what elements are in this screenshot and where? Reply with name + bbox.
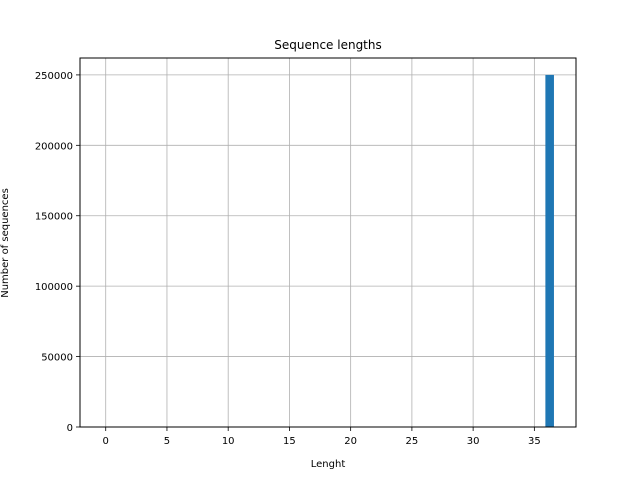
y-tick-label: 200000 — [35, 141, 73, 152]
x-tick-label: 0 — [103, 436, 109, 447]
x-tick-label: 15 — [283, 436, 296, 447]
y-tick-label: 150000 — [35, 212, 73, 223]
x-tick-label: 20 — [344, 436, 357, 447]
chart-title: Sequence lengths — [274, 38, 382, 52]
x-tick-label: 35 — [528, 436, 541, 447]
y-axis-ticks: 0 50000 100000 150000 200000 250000 — [35, 71, 80, 434]
y-tick-label: 100000 — [35, 282, 73, 293]
y-axis-label: Number of sequences — [0, 188, 11, 298]
x-axis-label: Lenght — [311, 459, 346, 470]
x-tick-label: 25 — [406, 436, 419, 447]
x-axis-ticks: 0 5 10 15 20 25 30 35 — [103, 427, 541, 447]
grid-lines — [80, 58, 576, 428]
y-tick-label: 0 — [67, 423, 73, 434]
y-tick-label: 50000 — [41, 353, 73, 364]
x-tick-label: 5 — [164, 436, 170, 447]
y-tick-label: 250000 — [35, 71, 73, 82]
plot-frame — [79, 57, 577, 428]
histogram-bar — [545, 74, 554, 428]
bars — [545, 74, 554, 428]
x-tick-label: 30 — [467, 436, 480, 447]
x-tick-label: 10 — [222, 436, 235, 447]
